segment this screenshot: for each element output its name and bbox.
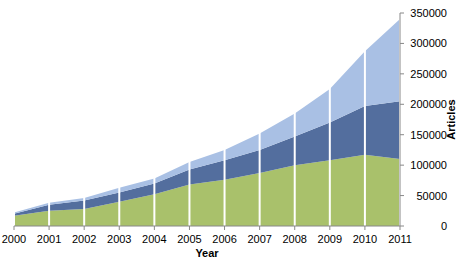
x-tick-label: 2009	[318, 233, 342, 245]
x-tick-label: 2004	[142, 233, 166, 245]
grid-line	[364, 13, 366, 226]
y-tick	[400, 165, 404, 166]
y-tick-label: 250000	[410, 68, 447, 80]
x-tick	[14, 226, 15, 230]
grid-line	[118, 13, 120, 226]
x-tick-label: 2005	[177, 233, 201, 245]
y-tick	[400, 73, 404, 74]
x-tick	[329, 226, 330, 230]
x-tick	[119, 226, 120, 230]
y-tick-label: 350000	[410, 7, 447, 19]
x-tick	[364, 226, 365, 230]
x-tick	[259, 226, 260, 230]
y-tick-label: 50000	[416, 190, 447, 202]
y-tick-label: 300000	[410, 37, 447, 49]
y-axis-line	[400, 13, 401, 226]
x-axis-title: Year	[195, 247, 219, 259]
x-tick	[84, 226, 85, 230]
chart: 2000 2001 2002 2003 2004 2005 2006 2007 2008 2009…	[0, 0, 460, 261]
y-tick-label: 200000	[410, 98, 447, 110]
x-tick	[224, 226, 225, 230]
grid-line	[224, 13, 226, 226]
grid-line	[259, 13, 261, 226]
x-tick	[189, 226, 190, 230]
y-tick	[400, 13, 404, 14]
x-tick-label: 2000	[2, 233, 26, 245]
x-tick	[294, 226, 295, 230]
x-axis-line	[14, 226, 400, 227]
y-tick-label: 0	[441, 220, 447, 232]
y-tick-label: 150000	[410, 129, 447, 141]
y-tick-label: 100000	[410, 159, 447, 171]
x-tick-label: 2011	[388, 233, 412, 245]
x-tick-label: 2006	[212, 233, 236, 245]
plot-area	[14, 13, 400, 226]
area	[14, 19, 400, 214]
grid-line	[153, 13, 155, 226]
grid-line	[83, 13, 85, 226]
y-tick	[400, 134, 404, 135]
x-tick-label: 2010	[353, 233, 377, 245]
x-tick	[49, 226, 50, 230]
grid-line	[294, 13, 296, 226]
x-tick-label: 2001	[37, 233, 61, 245]
x-tick	[154, 226, 155, 230]
grid-line	[14, 13, 15, 226]
y-tick	[400, 43, 404, 44]
x-tick	[400, 226, 401, 230]
y-tick	[400, 195, 404, 196]
y-axis-title: Articles	[445, 99, 457, 139]
grid-line	[329, 13, 331, 226]
y-tick	[400, 226, 404, 227]
x-tick-label: 2002	[72, 233, 96, 245]
grid-line	[399, 13, 400, 226]
y-tick	[400, 104, 404, 105]
x-tick-label: 2007	[247, 233, 271, 245]
x-tick-label: 2003	[107, 233, 131, 245]
grid-line	[188, 13, 190, 226]
grid-line	[48, 13, 50, 226]
x-tick-label: 2008	[282, 233, 306, 245]
